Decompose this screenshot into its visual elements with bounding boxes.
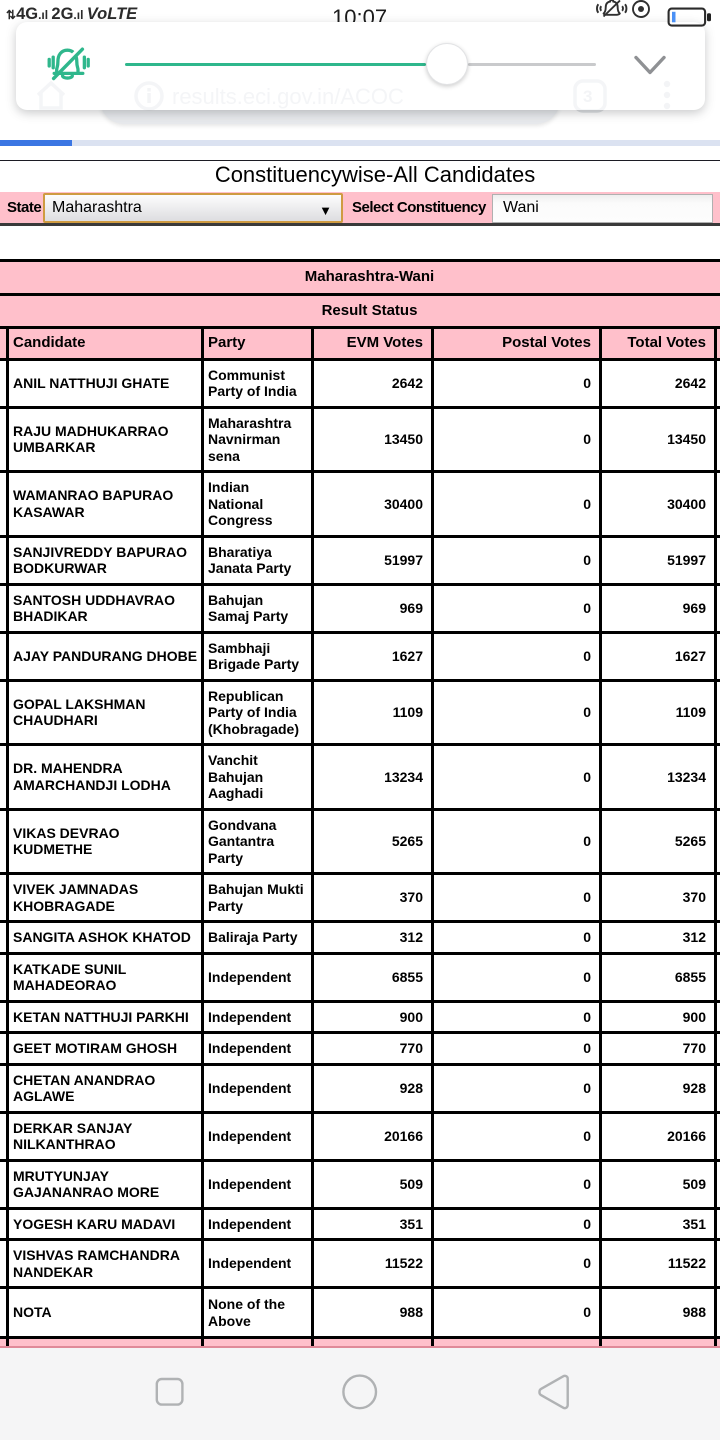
svg-text:results.eci.gov.in/ACOC: results.eci.gov.in/ACOC	[172, 84, 404, 109]
svg-text:3: 3	[583, 87, 592, 106]
